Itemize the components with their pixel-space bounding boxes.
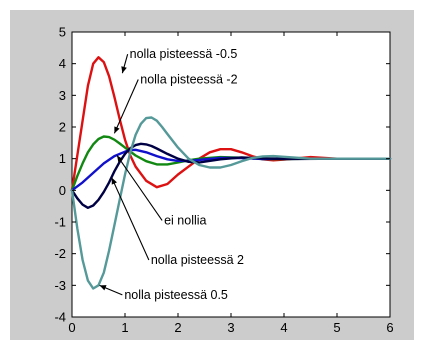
x-tick-label: 3 <box>227 320 234 335</box>
series-line-4 <box>70 116 392 290</box>
annotation-label-1: nolla pisteessä -2 <box>140 73 237 87</box>
annotation-label-2: ei nollia <box>164 213 206 227</box>
series-layer <box>70 56 392 290</box>
y-tick-label: 0 <box>59 183 66 198</box>
annotation-arrowhead-4 <box>99 285 107 291</box>
x-tick-label: 0 <box>68 320 75 335</box>
annotation-label-3: nolla pisteessä 2 <box>151 253 244 267</box>
annotation-arrowhead-1 <box>114 126 120 134</box>
y-tick-label: 2 <box>59 120 66 135</box>
x-tick-label: 6 <box>386 320 393 335</box>
annotation-label-0: nolla pisteessä -0.5 <box>130 47 238 61</box>
y-tick-label: 5 <box>59 25 66 40</box>
y-tick-label: -4 <box>54 310 66 325</box>
annotation-arrow-line-2 <box>116 155 163 221</box>
annotation-arrowhead-0 <box>121 66 127 74</box>
y-tick-label: 3 <box>59 88 66 103</box>
series-line-0 <box>70 56 392 192</box>
y-tick-label: -3 <box>54 278 66 293</box>
x-tick-label: 5 <box>333 320 340 335</box>
annotation-label-4: nolla pisteessä 0.5 <box>124 288 228 302</box>
y-tick-label: 4 <box>59 56 66 71</box>
tick-layer: 0 1 2 3 4 5 6 -4 -3 -2 -1 0 1 2 3 4 5 <box>54 25 393 336</box>
x-tick-label: 4 <box>280 320 287 335</box>
y-tick-label: -1 <box>54 215 66 230</box>
annotation-arrow-line-3 <box>111 177 150 261</box>
series-line-3 <box>70 142 392 210</box>
x-tick-label: 1 <box>121 320 128 335</box>
annotation-arrow-line-1 <box>113 79 139 134</box>
x-tick-label: 2 <box>174 320 181 335</box>
y-tick-label: -2 <box>54 246 66 261</box>
annotation-arrowhead-3 <box>111 177 117 185</box>
annotation-layer: nolla pisteessä -0.5 nolla pisteessä -2 ei… <box>99 47 244 302</box>
y-tick-label: 1 <box>59 151 66 166</box>
annotation-arrowhead-2 <box>117 155 124 163</box>
